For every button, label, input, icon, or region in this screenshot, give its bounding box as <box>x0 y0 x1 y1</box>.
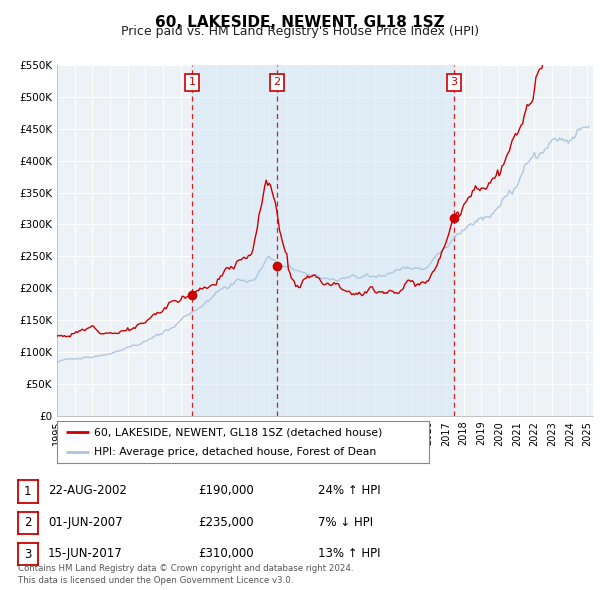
Text: 7% ↓ HPI: 7% ↓ HPI <box>318 516 373 529</box>
Text: 1: 1 <box>188 77 196 87</box>
Text: 2: 2 <box>24 516 32 529</box>
Text: 01-JUN-2007: 01-JUN-2007 <box>48 516 122 529</box>
Text: £190,000: £190,000 <box>198 484 254 497</box>
Text: 1: 1 <box>24 485 32 498</box>
Text: HPI: Average price, detached house, Forest of Dean: HPI: Average price, detached house, Fore… <box>94 447 376 457</box>
Text: 3: 3 <box>451 77 457 87</box>
Text: 2: 2 <box>273 77 280 87</box>
Text: 22-AUG-2002: 22-AUG-2002 <box>48 484 127 497</box>
Bar <box>192 65 277 416</box>
Bar <box>277 65 454 416</box>
Text: Contains HM Land Registry data © Crown copyright and database right 2024.
This d: Contains HM Land Registry data © Crown c… <box>18 565 353 585</box>
Text: £235,000: £235,000 <box>198 516 254 529</box>
Text: 24% ↑ HPI: 24% ↑ HPI <box>318 484 380 497</box>
Text: 60, LAKESIDE, NEWENT, GL18 1SZ: 60, LAKESIDE, NEWENT, GL18 1SZ <box>155 15 445 30</box>
Text: Price paid vs. HM Land Registry's House Price Index (HPI): Price paid vs. HM Land Registry's House … <box>121 25 479 38</box>
Text: 13% ↑ HPI: 13% ↑ HPI <box>318 547 380 560</box>
Text: 60, LAKESIDE, NEWENT, GL18 1SZ (detached house): 60, LAKESIDE, NEWENT, GL18 1SZ (detached… <box>94 427 383 437</box>
Text: £310,000: £310,000 <box>198 547 254 560</box>
Text: 3: 3 <box>24 548 32 560</box>
Text: 15-JUN-2017: 15-JUN-2017 <box>48 547 123 560</box>
